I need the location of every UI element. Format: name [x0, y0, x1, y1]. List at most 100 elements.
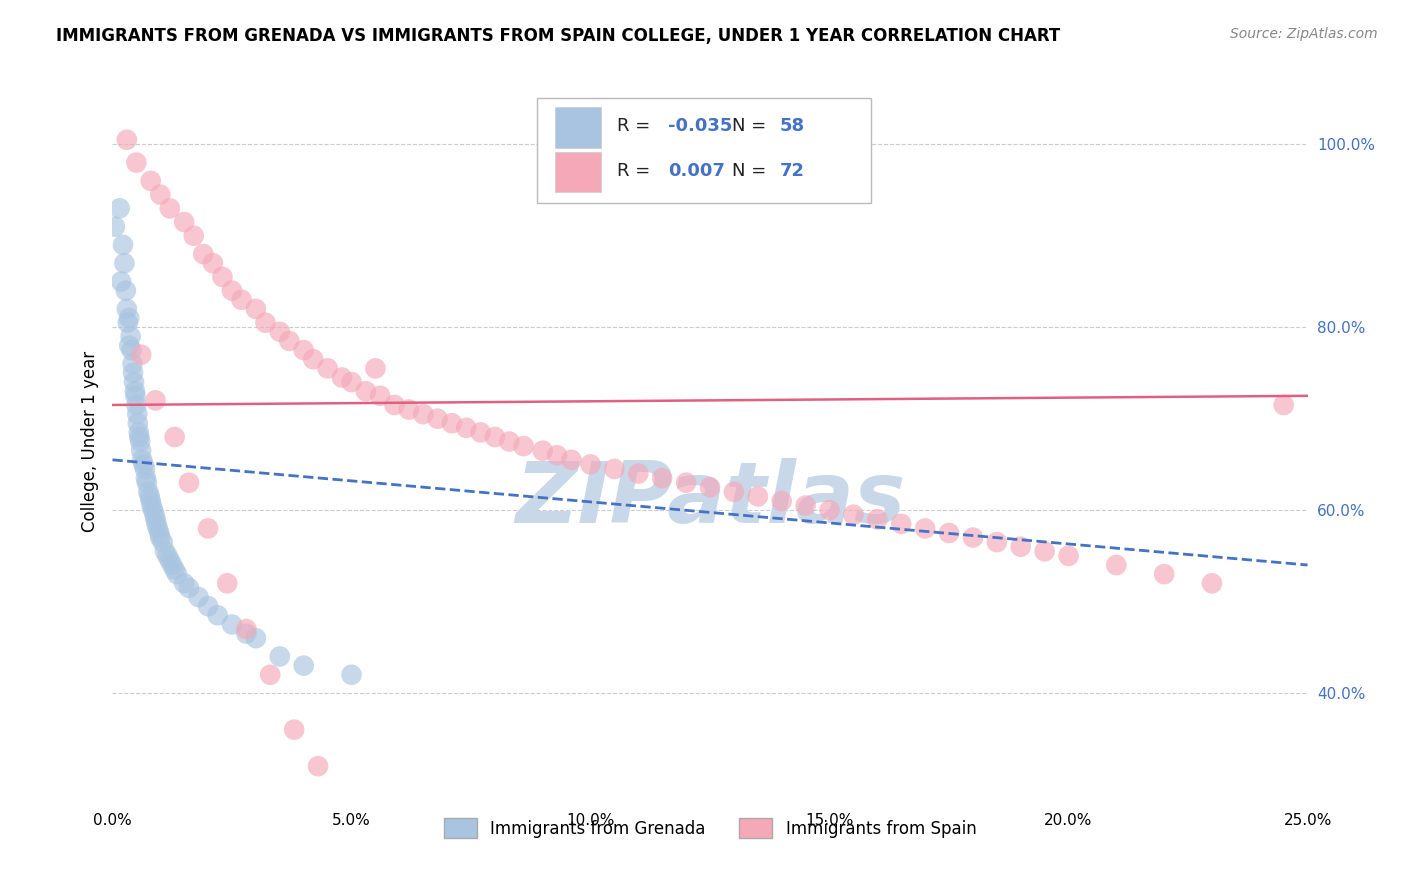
- Point: [207, 608, 229, 623]
- Point: [235, 622, 257, 636]
- Point: [1153, 567, 1175, 582]
- Point: [163, 430, 186, 444]
- FancyBboxPatch shape: [554, 107, 602, 147]
- Point: [470, 425, 492, 440]
- Point: [217, 576, 239, 591]
- Point: [283, 723, 305, 737]
- Point: [340, 375, 363, 389]
- FancyBboxPatch shape: [554, 152, 602, 193]
- Point: [456, 421, 478, 435]
- Point: [221, 284, 243, 298]
- Point: [121, 343, 143, 357]
- Point: [627, 467, 650, 481]
- Point: [127, 407, 149, 421]
- Point: [183, 228, 205, 243]
- Point: [412, 407, 434, 421]
- Point: [115, 301, 138, 316]
- Point: [890, 516, 912, 531]
- Point: [269, 325, 291, 339]
- Point: [292, 343, 315, 357]
- Point: [139, 490, 162, 504]
- Point: [149, 187, 172, 202]
- Point: [148, 526, 170, 541]
- Point: [197, 599, 219, 614]
- Point: [426, 411, 449, 425]
- Point: [145, 516, 167, 531]
- Point: [128, 425, 150, 440]
- Point: [146, 521, 169, 535]
- Point: [118, 311, 141, 326]
- Point: [384, 398, 406, 412]
- Point: [231, 293, 253, 307]
- Point: [235, 626, 257, 640]
- Point: [278, 334, 301, 348]
- Point: [121, 357, 143, 371]
- Point: [512, 439, 534, 453]
- Point: [484, 430, 506, 444]
- Point: [866, 512, 889, 526]
- Point: [153, 544, 176, 558]
- Point: [145, 512, 167, 526]
- Point: [259, 667, 281, 681]
- Point: [368, 389, 391, 403]
- Point: [1033, 544, 1056, 558]
- Point: [1010, 540, 1032, 554]
- Point: [122, 366, 145, 380]
- Point: [149, 531, 172, 545]
- Point: [108, 202, 131, 216]
- Text: R =: R =: [617, 161, 655, 180]
- Point: [145, 393, 167, 408]
- Text: -0.035: -0.035: [668, 117, 733, 135]
- Point: [120, 329, 142, 343]
- Point: [124, 389, 146, 403]
- Point: [221, 617, 243, 632]
- Text: 72: 72: [779, 161, 804, 180]
- Point: [141, 499, 163, 513]
- Point: [651, 471, 673, 485]
- Text: 58: 58: [779, 117, 804, 135]
- Point: [110, 275, 132, 289]
- Point: [498, 434, 520, 449]
- Point: [914, 521, 936, 535]
- Point: [127, 416, 149, 430]
- Point: [723, 484, 745, 499]
- Point: [135, 471, 157, 485]
- Point: [156, 549, 179, 563]
- Point: [129, 443, 152, 458]
- Point: [794, 499, 817, 513]
- Point: [142, 503, 165, 517]
- Text: R =: R =: [617, 117, 655, 135]
- Point: [440, 416, 463, 430]
- Point: [134, 462, 156, 476]
- Text: N =: N =: [731, 161, 772, 180]
- Point: [131, 453, 153, 467]
- Point: [1105, 558, 1128, 572]
- Point: [354, 384, 377, 399]
- Point: [124, 384, 146, 399]
- Point: [364, 361, 387, 376]
- Point: [245, 631, 267, 645]
- Point: [177, 581, 200, 595]
- Text: ZIPatlas: ZIPatlas: [515, 458, 905, 541]
- Point: [546, 448, 568, 462]
- Point: [675, 475, 697, 490]
- Point: [197, 521, 219, 535]
- Point: [269, 649, 291, 664]
- Point: [117, 316, 139, 330]
- FancyBboxPatch shape: [537, 98, 872, 203]
- Point: [162, 558, 183, 572]
- Point: [201, 256, 224, 270]
- Point: [138, 484, 160, 499]
- Point: [330, 370, 353, 384]
- Point: [125, 398, 148, 412]
- Point: [1201, 576, 1223, 591]
- Point: [302, 352, 325, 367]
- Legend: Immigrants from Grenada, Immigrants from Spain: Immigrants from Grenada, Immigrants from…: [437, 812, 983, 845]
- Text: Source: ZipAtlas.com: Source: ZipAtlas.com: [1230, 27, 1378, 41]
- Point: [962, 531, 984, 545]
- Point: [152, 535, 174, 549]
- Point: [254, 316, 277, 330]
- Point: [173, 215, 195, 229]
- Point: [747, 490, 769, 504]
- Point: [159, 553, 181, 567]
